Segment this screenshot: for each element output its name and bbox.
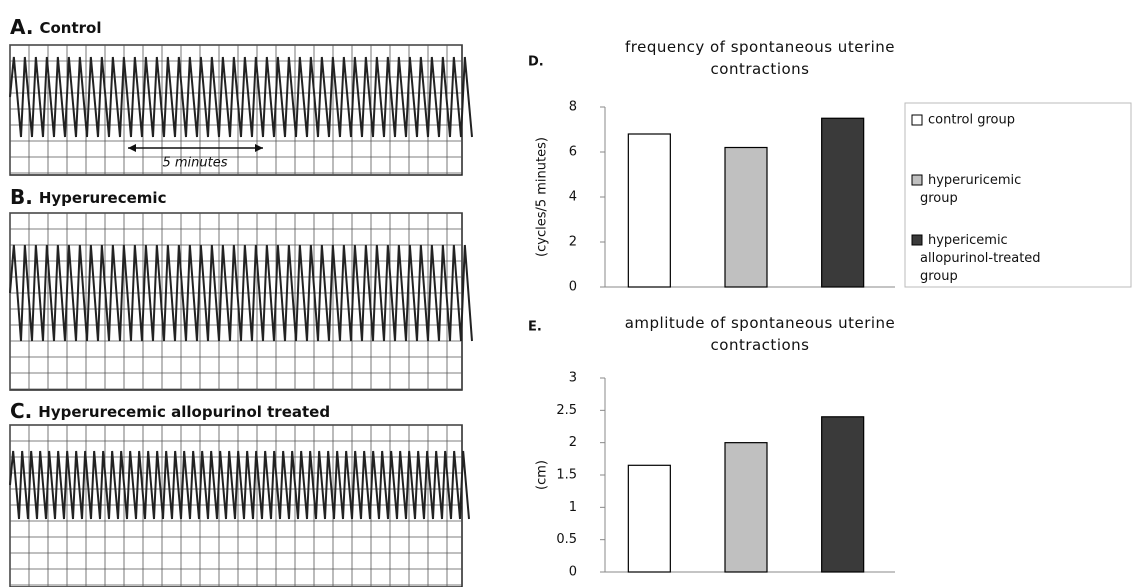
legend-label: control group [928, 113, 1015, 128]
legend-line: hyperuricemic [928, 173, 1021, 188]
panel-title: A. Control [10, 15, 101, 39]
panel-letter: D. [528, 55, 544, 70]
panel-title: C. Hyperurecemic allopurinol treated [10, 399, 330, 423]
y-tick-label: 1 [569, 500, 577, 515]
y-tick-label: 1.5 [556, 468, 577, 483]
legend-label: hyperuricemic group [920, 173, 1021, 206]
bar [628, 465, 670, 572]
legend-line: group [920, 269, 958, 284]
panel-text: Control [39, 19, 101, 37]
panel-letter: B. [10, 185, 33, 209]
chart-title: amplitude of spontaneous uterine contrac… [610, 312, 910, 356]
bar [725, 148, 767, 288]
y-tick-label: 2.5 [556, 403, 577, 418]
legend-line: hypericemic [928, 233, 1008, 248]
bar [725, 443, 767, 572]
panel-text: Hyperurecemic [39, 189, 167, 207]
y-tick-label: 0 [569, 280, 577, 295]
panel-letter: A. [10, 15, 33, 39]
y-axis-label: (cm) [535, 460, 550, 490]
legend-swatch [912, 235, 922, 245]
y-tick-label: 2 [569, 435, 577, 450]
scale-label: 5 minutes [162, 156, 227, 171]
legend-swatch [912, 175, 922, 185]
panel-title: B. Hyperurecemic [10, 185, 166, 209]
legend-line: group [920, 191, 958, 206]
legend-line: allopurinol-treated [920, 251, 1041, 266]
y-tick-label: 2 [569, 235, 577, 250]
figure: A. Control B. Hyperurecemic C. Hyperurecemic … [0, 0, 1136, 587]
panel-letter: E. [528, 320, 542, 335]
y-tick-label: 6 [569, 145, 577, 160]
bar [822, 417, 864, 572]
bar [822, 118, 864, 287]
legend-label: hypericemic allopurinol-treated group [920, 233, 1041, 284]
bar [628, 134, 670, 287]
y-axis-label: (cycles/5 minutes) [535, 137, 550, 257]
y-tick-label: 0 [569, 565, 577, 580]
legend-swatch [912, 115, 922, 125]
chart-title: frequency of spontaneous uterine contrac… [610, 36, 910, 80]
y-tick-label: 0.5 [556, 532, 577, 547]
y-tick-label: 8 [569, 100, 577, 115]
panel-letter: C. [10, 399, 32, 423]
page: A. Control B. Hyperurecemic C. Hyperurecemic … [0, 0, 1136, 587]
panel-text: Hyperurecemic allopurinol treated [38, 403, 330, 421]
y-tick-label: 3 [569, 371, 577, 386]
y-tick-label: 4 [569, 190, 577, 205]
